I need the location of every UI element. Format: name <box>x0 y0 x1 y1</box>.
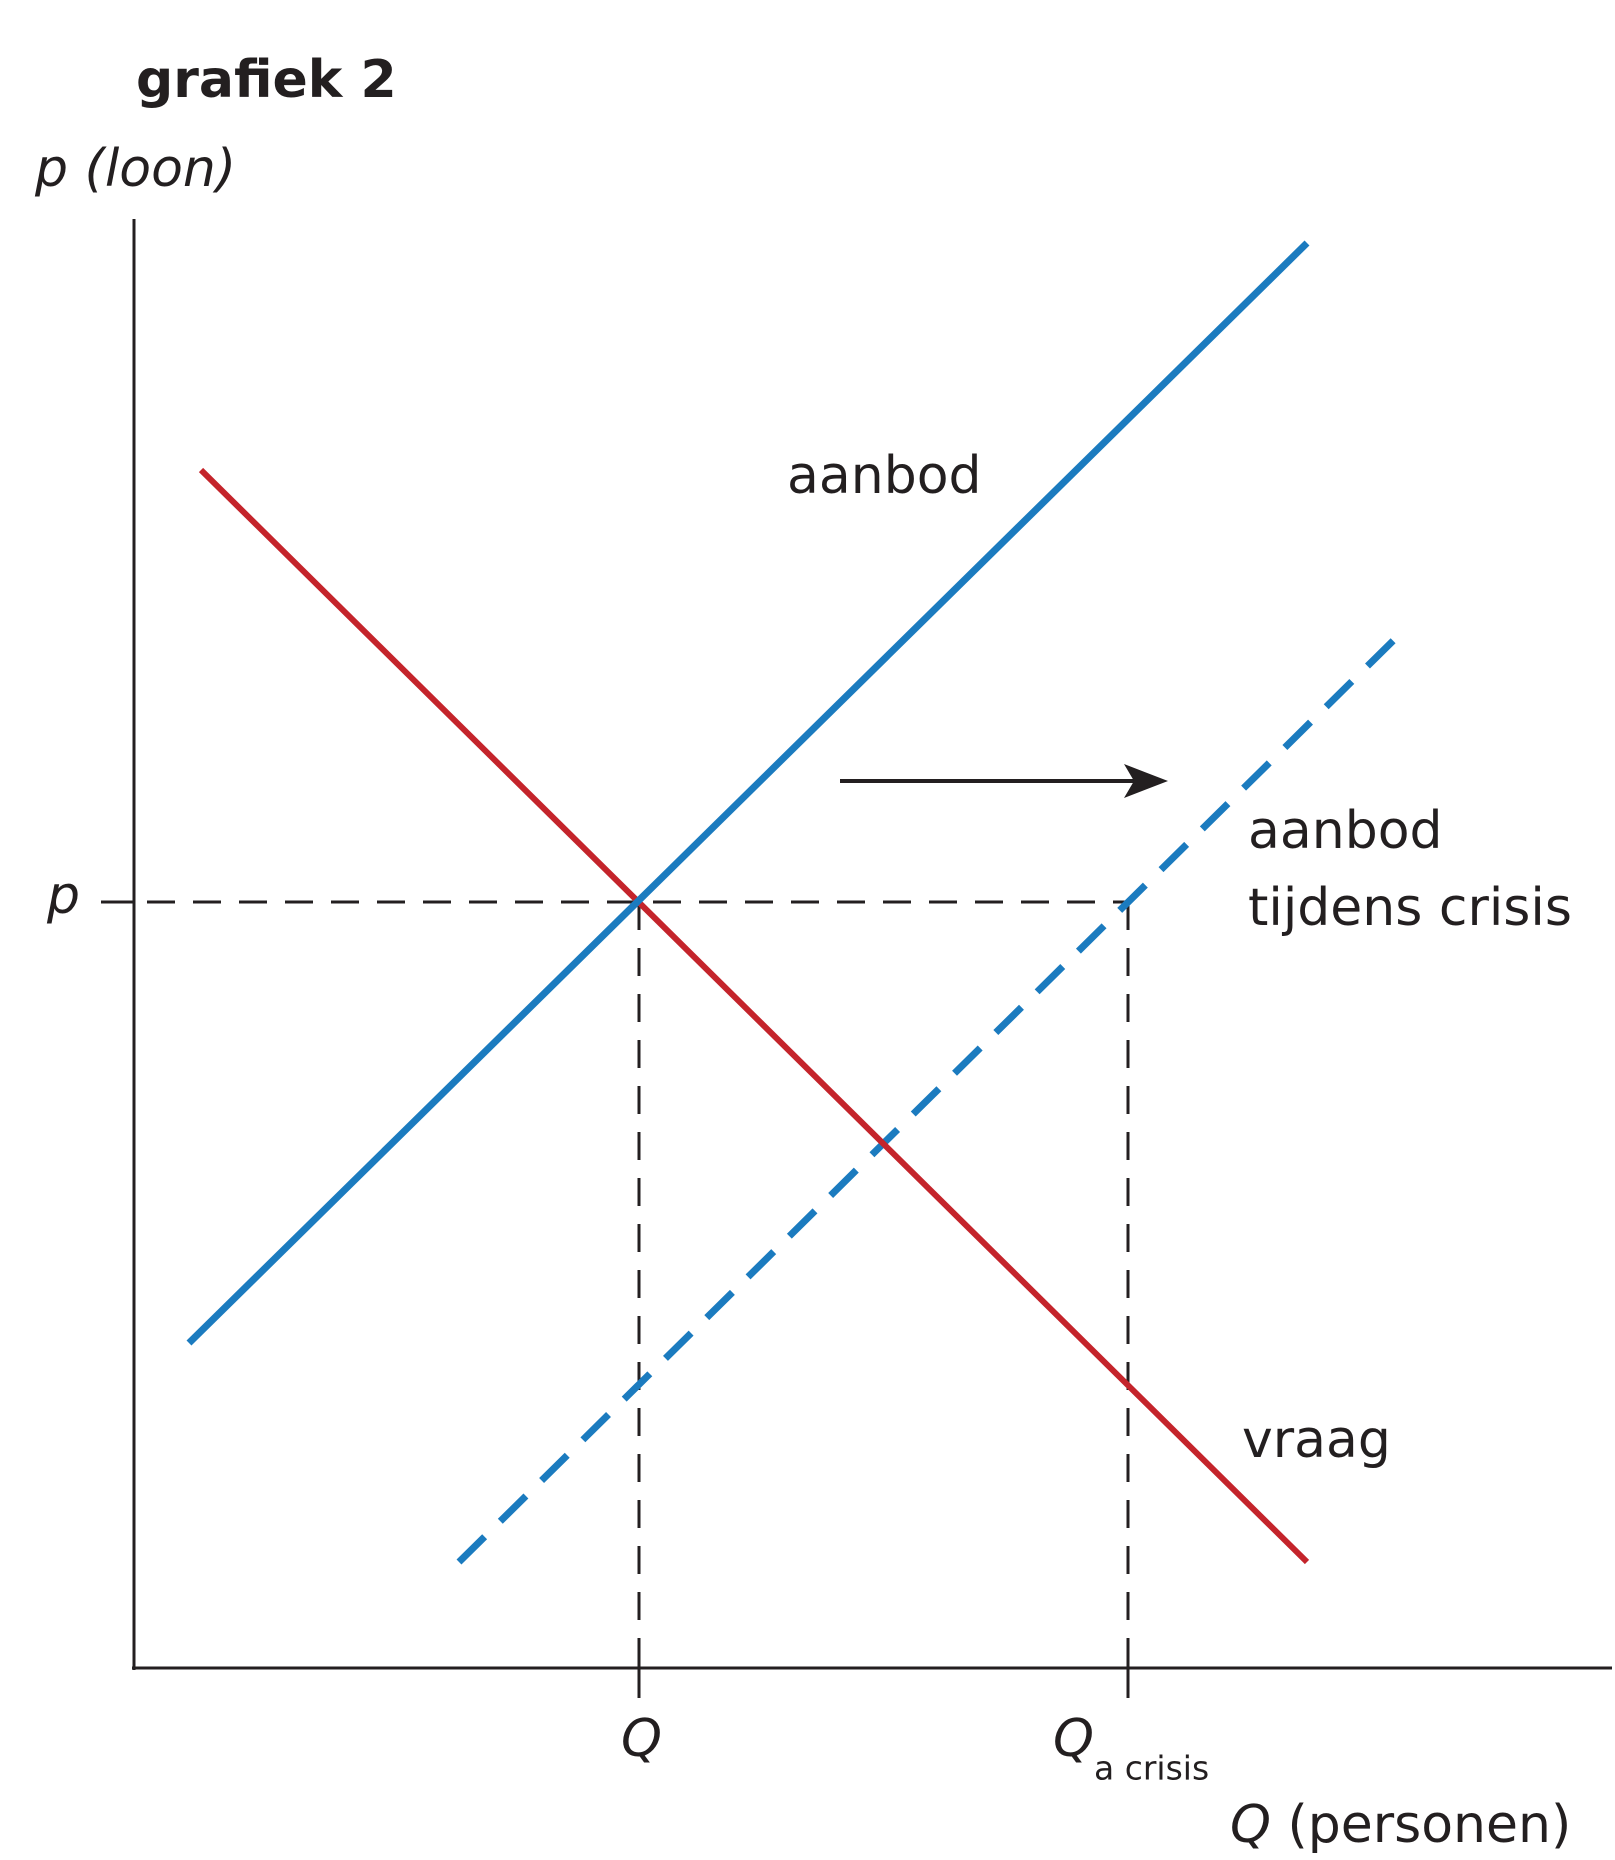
p-tick-label: p <box>46 866 80 926</box>
y-axis-label: p (loon) <box>34 139 236 199</box>
x-axis-label: Q (personen) <box>1230 1795 1571 1855</box>
x-symbol: Q <box>1230 1795 1271 1855</box>
supply-curve <box>186 240 1310 1346</box>
y-symbol: p <box>34 139 68 199</box>
supply-crisis-label: aanbod <box>1248 801 1443 861</box>
supply-label: aanbod <box>787 446 982 506</box>
q-crisis-subscript: a crisis <box>1094 1749 1209 1788</box>
supply-crisis-label: tijdens crisis <box>1248 878 1572 938</box>
title: grafiek 2 <box>136 50 397 110</box>
demand-label: vraag <box>1242 1410 1391 1470</box>
demand-curve <box>198 467 1310 1565</box>
y-unit: (loon) <box>85 139 237 199</box>
x-unit: (personen) <box>1287 1795 1571 1855</box>
arrow-head <box>1124 764 1168 798</box>
supply-crisis-curve <box>456 626 1408 1565</box>
q-crisis-tick-label: Q <box>1053 1709 1094 1769</box>
q-tick-label: Q <box>621 1709 662 1769</box>
